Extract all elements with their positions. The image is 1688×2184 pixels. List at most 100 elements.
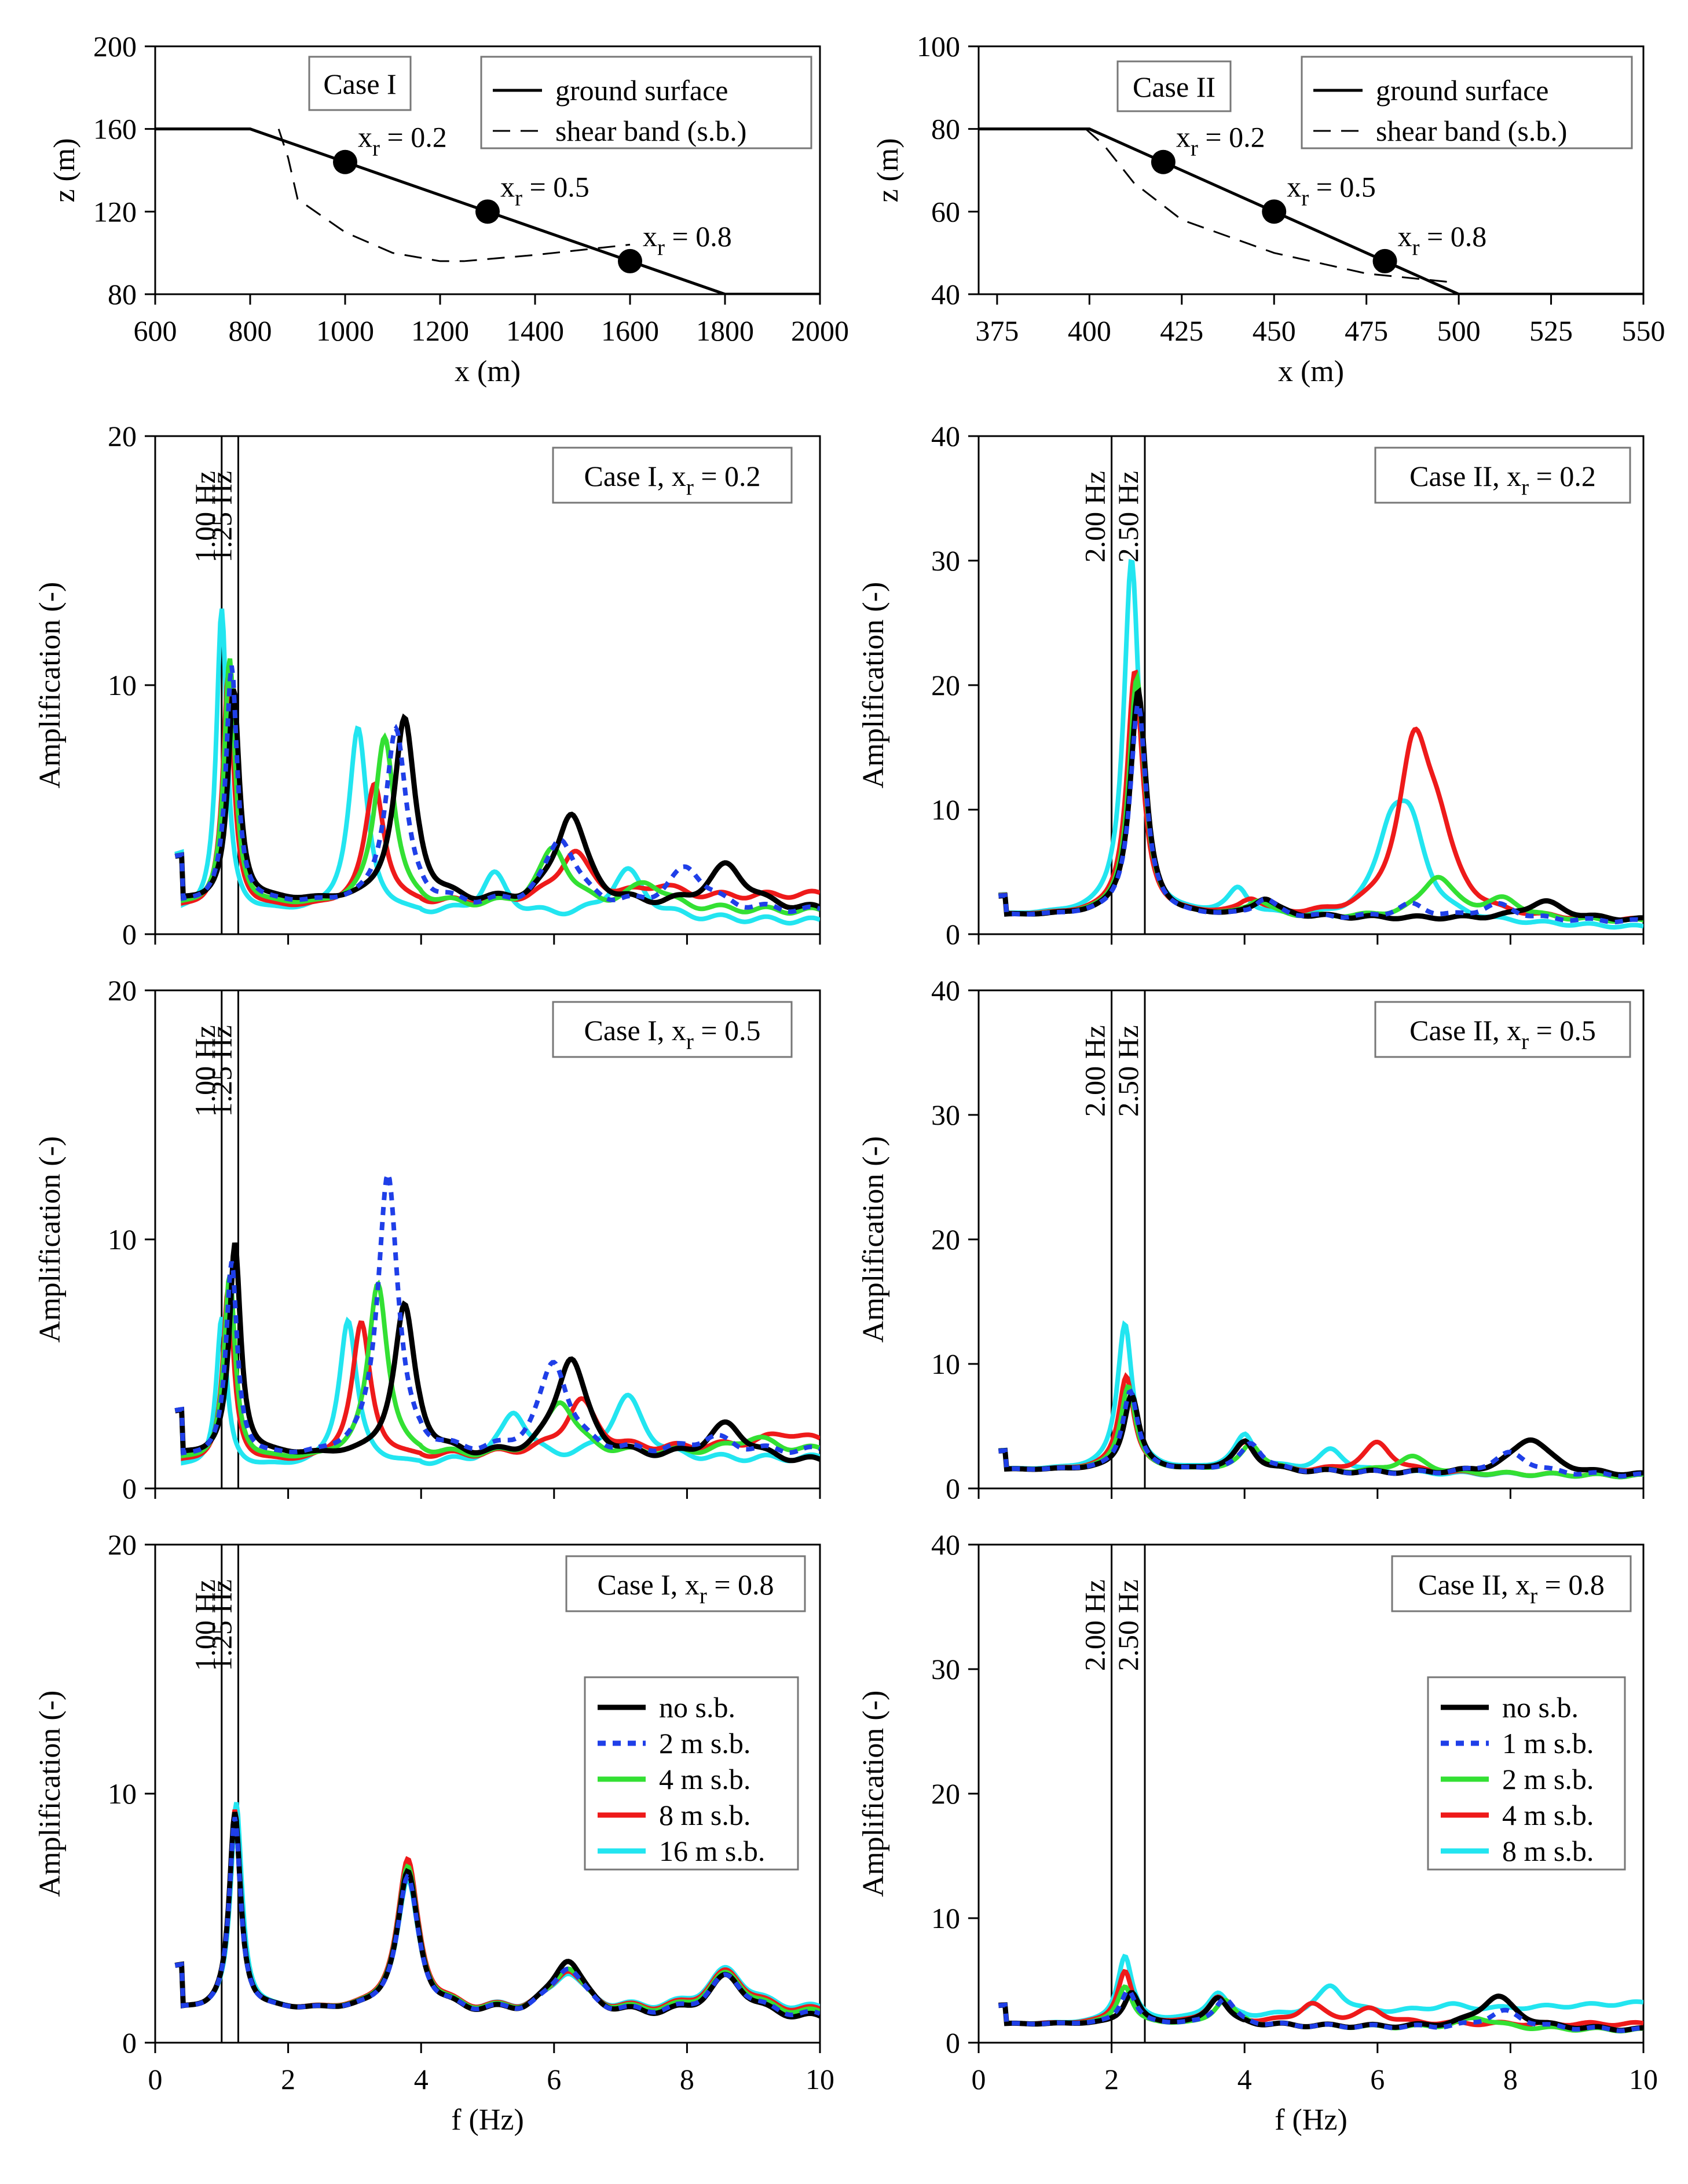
x-tick-label: 8 (1503, 2063, 1518, 2095)
x-axis-label: x (m) (455, 355, 521, 388)
y-axis-label: Amplification (-) (34, 582, 67, 789)
monitor-point (618, 248, 642, 273)
monitor-point (333, 149, 357, 174)
x-tick-label: 1400 (506, 314, 564, 347)
legend: no s.b.2 m s.b. 4 m s.b. 8 m s.b. 16 m s.b. (584, 1676, 799, 1871)
series-line-8-m-s-b- (998, 559, 1643, 930)
panel-label: Case I, xr = 0.5 (584, 1014, 760, 1054)
x-axis-label: f (Hz) (1275, 2103, 1348, 2137)
panel-spectrum-case-1-xr-0.5: 0 10 20 Amplification (-) 1.00 Hz1.25 Hz Case… (34, 974, 821, 1505)
series-line-4-m-s-b- (174, 658, 820, 916)
y-axis-label: Amplification (-) (857, 1136, 890, 1343)
legend-label: no s.b. (659, 1691, 735, 1724)
series-line-2-m-s-b- (174, 1166, 820, 1456)
monitor-point-label: xr = 0.2 (1176, 121, 1265, 161)
panel-spectrum-case-2-xr-0.5: 0 10 20 30 40 Amplification (-) 2.00 Hz 2.50 Hz… (857, 974, 1645, 1505)
case-title: Case II (1133, 71, 1215, 103)
frequency-reference-label: 1.00 Hz (189, 1579, 221, 1671)
x-tick-label: 4 (1237, 2063, 1252, 2095)
monitor-point (1262, 199, 1287, 224)
y-axis-label: z (m) (872, 138, 905, 202)
x-tick-label: 4 (414, 2063, 429, 2095)
x-tick-label: 10 (1629, 2063, 1658, 2095)
y-tick-label: 0 (122, 2026, 137, 2059)
y-tick-label: 80 (931, 113, 960, 145)
x-tick-label: 6 (1370, 2063, 1385, 2095)
frequency-reference-label: 2.00 Hz (1079, 1579, 1111, 1671)
legend-label: 2 m s.b. (659, 1727, 750, 1759)
x-tick-label: 475 (1345, 314, 1388, 347)
legend: no s.b.1 m s.b. 2 m s.b. 4 m s.b. 8 m s.b. (1427, 1676, 1626, 1871)
series-line-2-m-s-b- (174, 1817, 820, 2017)
x-tick-label: 400 (1068, 314, 1111, 347)
panel-spectrum-case-1-xr-0.2: 0 10 20 Amplification (-) 1.00 Hz1.25 Hz Case… (34, 420, 821, 950)
series-line-no-s-b- (174, 688, 820, 910)
panel-label: Case II, xr = 0.2 (1409, 460, 1596, 500)
panel-label: Case I, xr = 0.2 (584, 460, 760, 500)
x-tick-label: 2 (281, 2063, 295, 2095)
monitor-point-label: xr = 0.8 (1398, 220, 1487, 260)
frequency-reference-label: 1.25 Hz (206, 1579, 238, 1671)
panel-spectrum-case-2-xr-0.2: 0 10 20 30 40 Amplification (-) 2.00 Hz 2.50 Hz… (857, 420, 1645, 950)
series-line-8-m-s-b- (998, 1953, 1643, 2026)
frequency-reference-label: 1.25 Hz (206, 471, 238, 562)
x-axis-label: f (Hz) (451, 2103, 524, 2137)
y-tick-label: 0 (122, 918, 137, 950)
x-tick-label: 550 (1622, 314, 1665, 347)
y-axis-label: Amplification (-) (34, 1691, 67, 1897)
case-title: Case I (323, 68, 396, 100)
frequency-reference-label: 1.00 Hz (189, 471, 221, 562)
x-tick-label: 6 (547, 2063, 561, 2095)
y-tick-label: 60 (931, 195, 960, 228)
case-title-box (308, 56, 412, 111)
legend-label-shear: shear band (s.b.) (555, 115, 746, 147)
series-line-4-m-s-b- (998, 1969, 1643, 2028)
series-line-16-m-s-b- (174, 608, 820, 926)
panel-label-box (565, 1555, 806, 1612)
y-tick-label: 10 (931, 1348, 960, 1380)
y-tick-label: 0 (946, 918, 960, 950)
series-line-4-m-s-b- (998, 670, 1643, 923)
y-axis-label: Amplification (-) (34, 1136, 67, 1343)
frequency-reference-label: 2.00 Hz (1079, 1025, 1111, 1117)
y-tick-label: 80 (108, 278, 137, 310)
series-line-1-m-s-b- (998, 1388, 1643, 1479)
frequency-reference-label: 1.25 Hz (206, 1025, 238, 1117)
series-line-4-m-s-b- (174, 1274, 820, 1459)
y-tick-label: 200 (93, 30, 137, 63)
legend-label: 8 m s.b. (1502, 1835, 1594, 1867)
legend-label-ground: ground surface (555, 74, 728, 107)
panel-label: Case II, xr = 0.8 (1418, 1568, 1605, 1608)
x-tick-label: 375 (975, 314, 1019, 347)
ground-surface-line (979, 127, 1643, 294)
panel-label-box (1374, 447, 1631, 504)
legend-label: 8 m s.b. (659, 1799, 750, 1831)
y-tick-label: 20 (108, 974, 137, 1007)
y-tick-label: 160 (93, 113, 137, 145)
frequency-reference-label: 1.00 Hz (189, 1025, 221, 1117)
shear-band-line (277, 129, 631, 262)
monitor-point-label: xr = 0.5 (500, 170, 589, 210)
x-tick-label: 1600 (601, 314, 659, 347)
series-line-8-m-s-b- (174, 673, 820, 908)
monitor-point (1372, 248, 1397, 273)
y-tick-label: 0 (946, 2026, 960, 2059)
frequency-reference-label: 2.50 Hz (1112, 1579, 1144, 1671)
x-tick-label: 1200 (411, 314, 469, 347)
frequency-reference-label: 2.00 Hz (1079, 471, 1111, 562)
series-line-no-s-b- (174, 1242, 820, 1464)
x-tick-label: 425 (1160, 314, 1203, 347)
y-tick-label: 20 (931, 1777, 960, 1810)
panel-geometry-case-2: 375 400 425 450 475 500 525 550 40 60 80 100 x (m) z … (872, 30, 1665, 388)
frequency-reference-label: 2.50 Hz (1112, 1025, 1144, 1117)
monitor-point (475, 199, 500, 224)
y-tick-label: 10 (931, 1902, 960, 1934)
series-line-1-m-s-b- (998, 1988, 1643, 2033)
monitor-point-label: xr = 0.5 (1287, 170, 1376, 210)
y-tick-label: 40 (931, 278, 960, 310)
panel-label: Case II, xr = 0.5 (1409, 1014, 1596, 1054)
x-tick-label: 0 (972, 2063, 986, 2095)
y-tick-label: 40 (931, 974, 960, 1007)
panel-geometry-case-1: 600 800 1000 1200 1400 1600 1800 2000 80 120 160 20… (48, 30, 849, 388)
